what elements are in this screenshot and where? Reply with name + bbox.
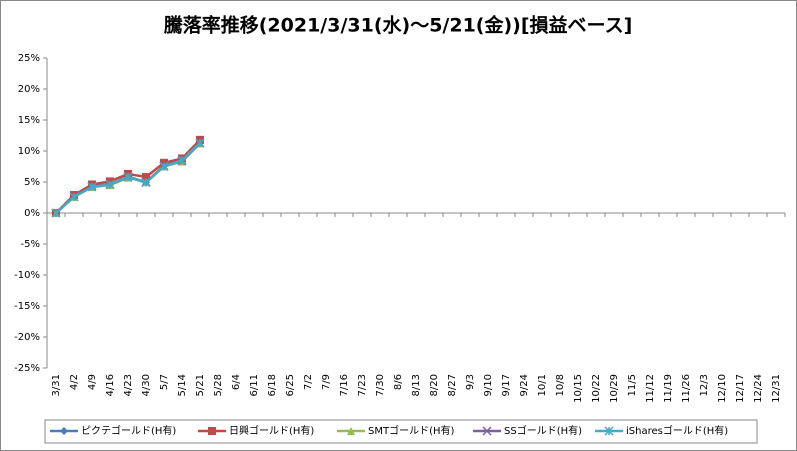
x-tick-label: 7/9 <box>321 374 332 390</box>
legend-marker <box>208 427 216 435</box>
legend-label: SSゴールド(H有) <box>504 424 582 437</box>
x-tick-label: 7/23 <box>357 374 368 396</box>
x-tick-label: 12/31 <box>771 374 782 403</box>
x-tick-label: 6/18 <box>267 374 278 396</box>
legend-label: iSharesゴールド(H有) <box>626 424 728 437</box>
x-tick-label: 5/21 <box>195 374 206 396</box>
x-tick-label: 9/10 <box>483 374 494 396</box>
data-point <box>123 172 133 182</box>
x-tick-label: 4/30 <box>141 374 152 396</box>
y-tick-label: 5% <box>24 177 40 188</box>
legend-label: ピクテゴールド(H有) <box>81 424 176 437</box>
x-tick-label: 9/3 <box>465 374 476 390</box>
x-tick-label: 10/1 <box>537 374 548 396</box>
x-tick-label: 11/26 <box>681 374 692 403</box>
y-tick-label: -5% <box>21 239 40 250</box>
x-tick-label: 4/16 <box>105 374 116 396</box>
legend-label: 日興ゴールド(H有) <box>229 424 314 437</box>
y-tick-label: -15% <box>14 301 40 312</box>
data-point <box>142 173 150 182</box>
x-tick-label: 10/29 <box>609 374 620 403</box>
x-tick-label: 12/10 <box>717 374 728 403</box>
data-point <box>87 182 97 192</box>
x-tick-label: 10/8 <box>555 374 566 396</box>
data-point <box>177 155 187 165</box>
data-point <box>141 178 151 188</box>
legend-box <box>44 419 758 444</box>
legend-marker <box>347 427 355 435</box>
data-point <box>69 192 79 202</box>
x-tick-label: 6/4 <box>231 374 242 390</box>
x-tick-label: 11/5 <box>627 374 638 396</box>
legend-marker <box>60 427 68 435</box>
y-tick-label: -20% <box>14 332 40 343</box>
chart-title: 騰落率推移(2021/3/31(水)～5/21(金))[損益ベース] <box>163 14 633 37</box>
x-tick-label: 12/24 <box>753 374 764 403</box>
data-point <box>195 138 205 148</box>
x-tick-label: 8/6 <box>393 374 404 390</box>
x-tick-label: 3/31 <box>51 374 62 396</box>
x-tick-label: 8/27 <box>447 374 458 396</box>
x-tick-label: 11/12 <box>645 374 656 403</box>
x-tick-label: 9/24 <box>519 374 530 396</box>
data-point <box>51 208 61 218</box>
y-tick-label: 20% <box>18 84 40 95</box>
x-tick-label: 8/13 <box>411 374 422 396</box>
x-tick-label: 4/2 <box>69 374 80 390</box>
x-tick-label: 11/19 <box>663 374 674 403</box>
x-tick-label: 5/7 <box>159 374 170 390</box>
x-tick-label: 6/25 <box>285 374 296 396</box>
x-tick-label: 12/17 <box>735 374 746 403</box>
y-tick-label: -10% <box>14 270 40 281</box>
y-tick-label: 10% <box>18 146 40 157</box>
data-point <box>159 161 169 172</box>
x-tick-label: 4/9 <box>87 374 98 390</box>
x-tick-label: 8/20 <box>429 374 440 396</box>
x-tick-label: 10/22 <box>591 374 602 403</box>
legend-label: SMTゴールド(H有) <box>368 424 455 437</box>
x-tick-label: 5/14 <box>177 374 188 396</box>
y-tick-label: -25% <box>14 363 40 374</box>
x-tick-label: 9/17 <box>501 374 512 396</box>
y-tick-label: 0% <box>24 208 40 219</box>
x-tick-label: 12/3 <box>699 374 710 396</box>
y-tick-label: 25% <box>18 53 40 64</box>
x-tick-label: 5/28 <box>213 374 224 396</box>
x-tick-label: 10/15 <box>573 374 584 403</box>
legend-marker <box>604 426 614 436</box>
y-tick-label: 15% <box>18 115 40 126</box>
x-tick-label: 7/2 <box>303 374 314 390</box>
legend-marker <box>482 426 492 436</box>
x-tick-label: 4/23 <box>123 374 134 396</box>
x-tick-label: 7/30 <box>375 374 386 396</box>
x-tick-label: 6/11 <box>249 374 260 396</box>
data-point <box>105 179 115 190</box>
x-tick-label: 7/16 <box>339 374 350 396</box>
